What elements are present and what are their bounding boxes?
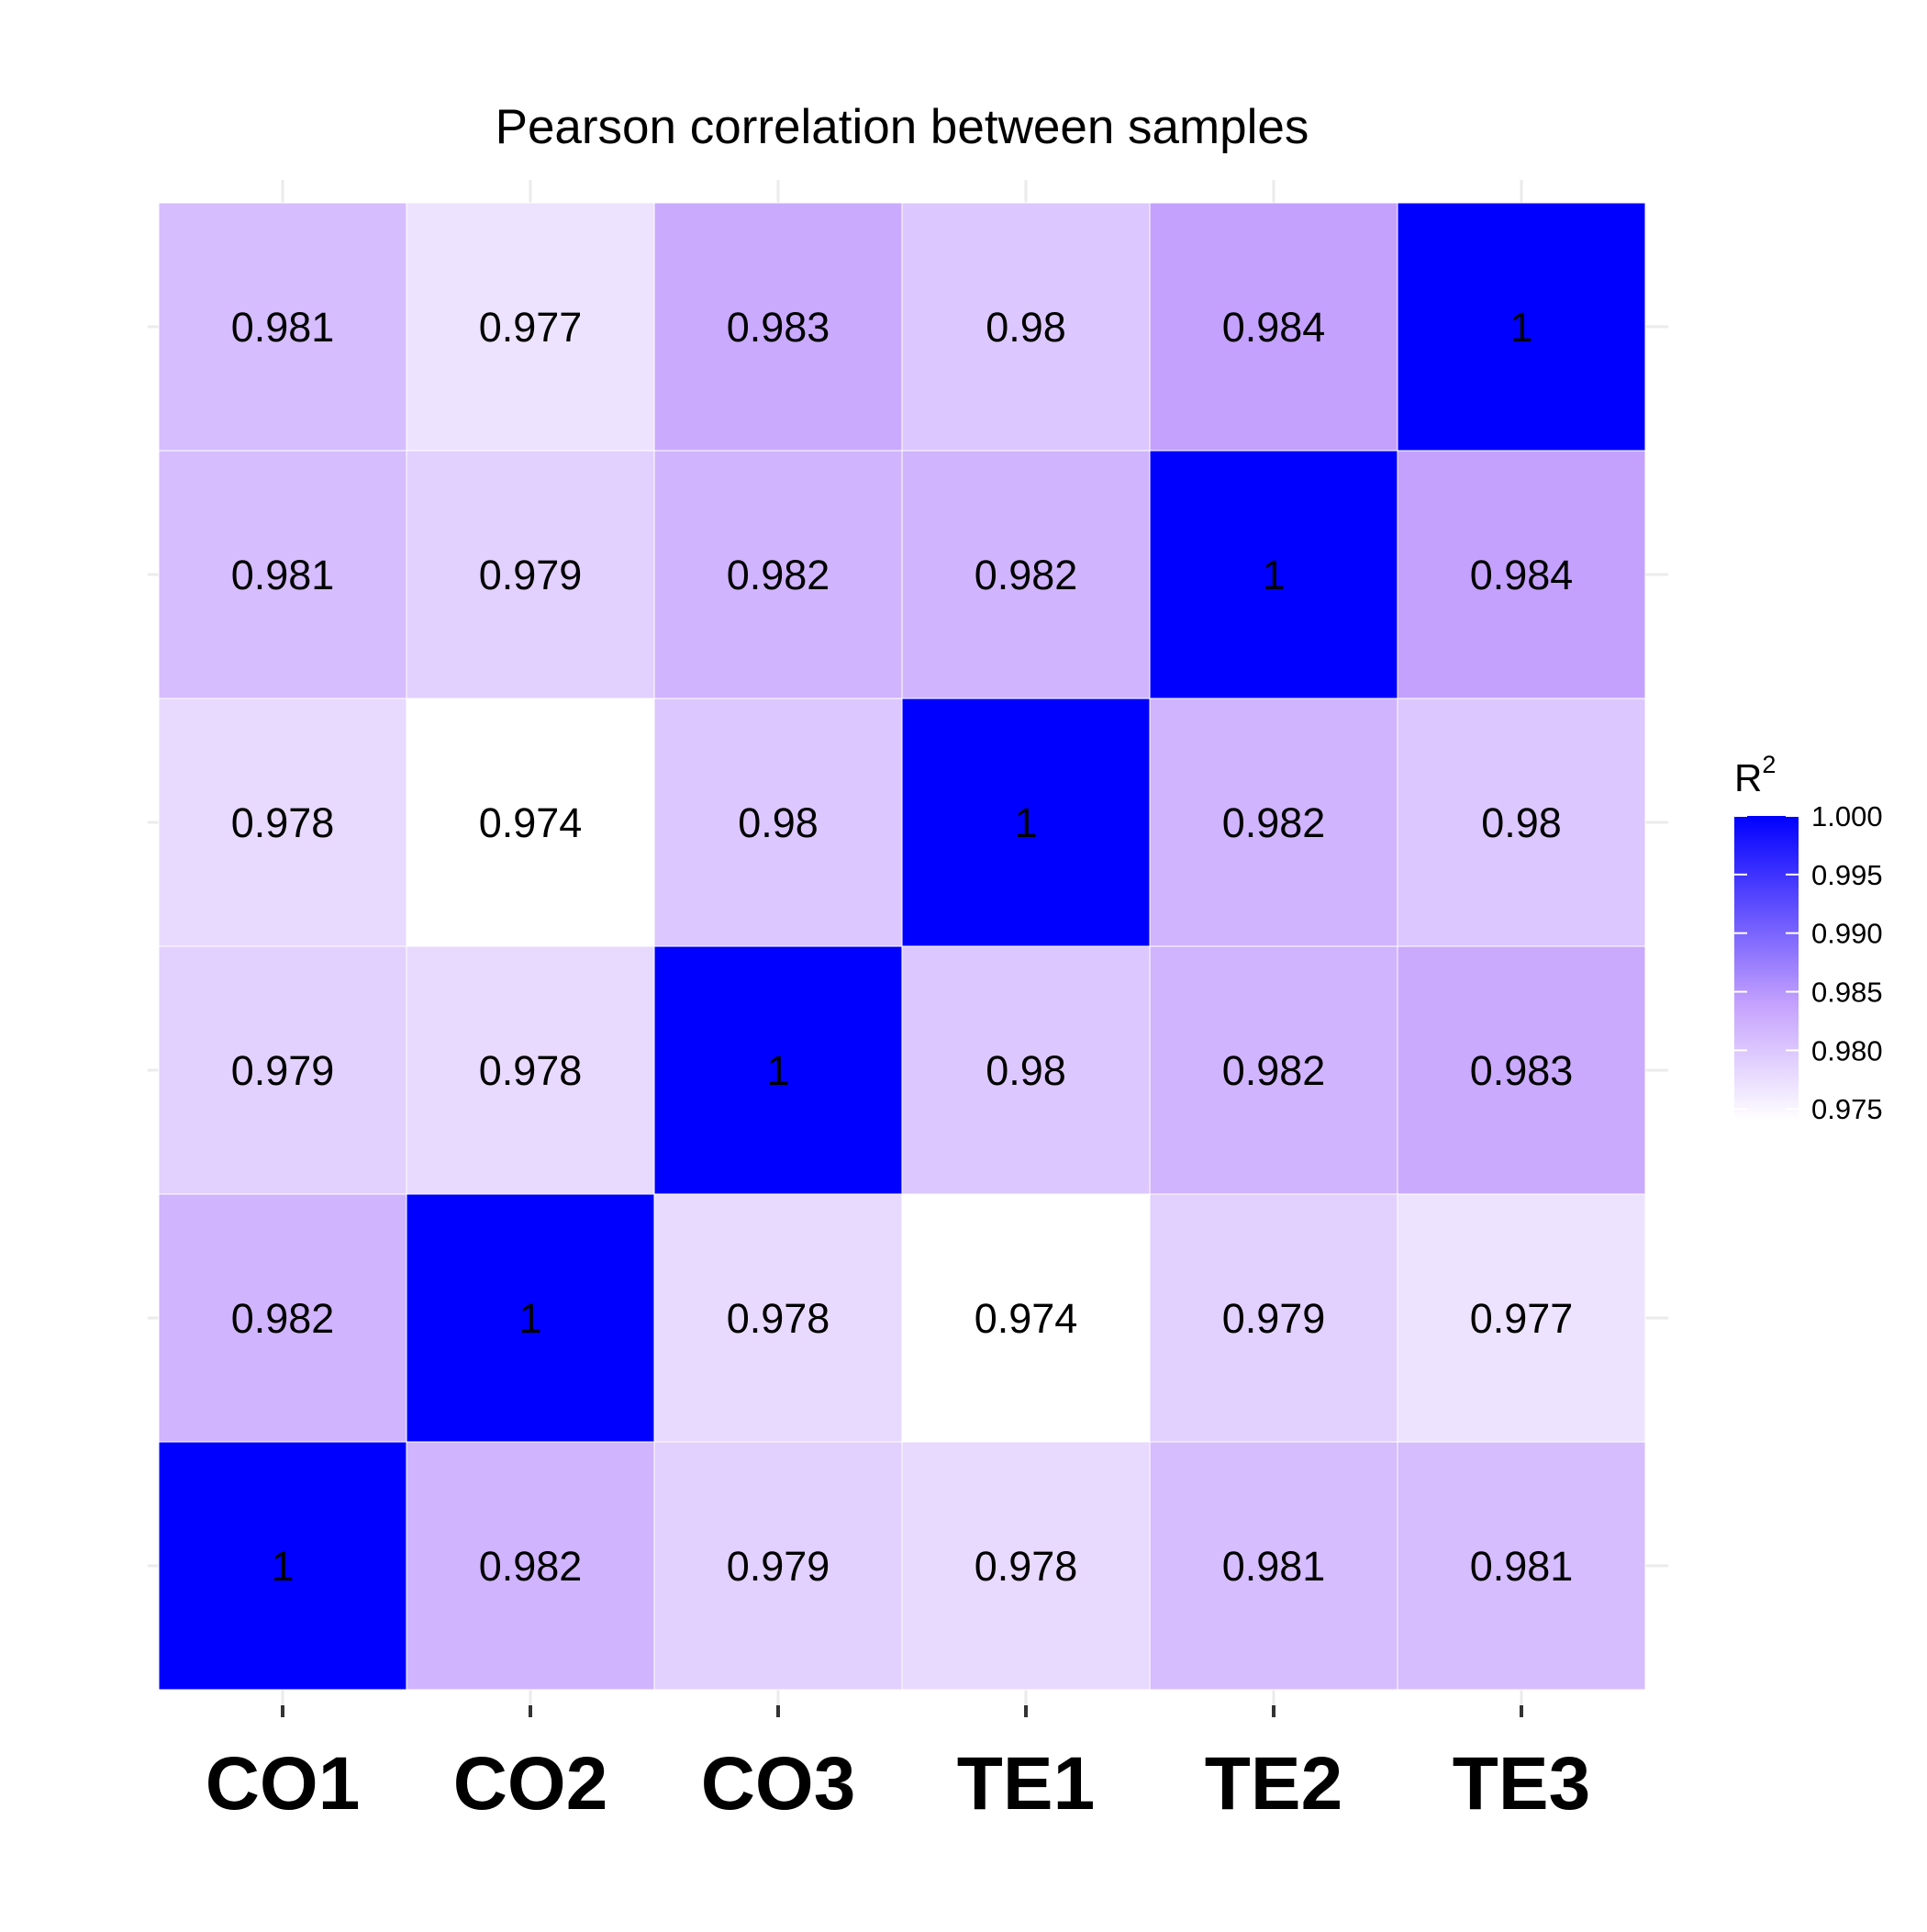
cell-value-label: 0.977 <box>479 304 583 351</box>
legend-title: R2 <box>1734 751 1776 799</box>
cell-value-label: 1 <box>1262 552 1285 598</box>
cell-value-label: 0.979 <box>727 1543 830 1590</box>
heatmap-cell-labels: 0.981 0.977 0.983 0.98 0.984 10.981 0.979 0.982… <box>231 304 1574 1590</box>
cell-value-label: 0.979 <box>479 552 583 598</box>
cell-value-label: 0.98 <box>1481 799 1562 846</box>
cell-value-label: 0.977 <box>1470 1295 1574 1342</box>
legend-color-bar <box>1734 816 1799 1121</box>
heatmap-cell-te1-te1 <box>901 698 1151 947</box>
heatmap-cell-co3-co2 <box>406 945 655 1195</box>
heatmap-cell-te2-co2 <box>406 450 655 699</box>
heatmap-cell-te3-co2 <box>406 202 655 452</box>
heatmap-cell-te2-co3 <box>653 450 903 699</box>
cell-value-label: 0.982 <box>479 1543 583 1590</box>
heatmap-cells <box>158 202 1646 1691</box>
heatmap-cell-te1-te3 <box>1397 698 1646 947</box>
heatmap-cell-co1-co1 <box>158 1441 407 1691</box>
heatmap-cell-te2-co1 <box>158 450 407 699</box>
x-tick-label-co1: CO1 <box>206 1742 361 1826</box>
cell-value-label: 1 <box>1014 799 1037 846</box>
cell-value-label: 0.98 <box>986 304 1066 351</box>
heatmap-cell-te3-te1 <box>901 202 1151 452</box>
legend-title-base: R <box>1734 756 1762 799</box>
x-tick-label-co3: CO3 <box>701 1742 856 1826</box>
heatmap-cell-te2-te1 <box>901 450 1151 699</box>
cell-value-label: 0.98 <box>986 1047 1066 1094</box>
x-tick-label-co2: CO2 <box>453 1742 608 1826</box>
heatmap-cell-te1-co3 <box>653 698 903 947</box>
axis-ticks <box>281 1705 1523 1717</box>
heatmap-cell-co2-co2 <box>406 1193 655 1443</box>
legend-tick-label: 0.975 <box>1811 1093 1883 1125</box>
heatmap-cell-te2-te3 <box>1397 450 1646 699</box>
cell-value-label: 0.982 <box>1222 799 1326 846</box>
cell-value-label: 0.978 <box>231 799 335 846</box>
cell-value-label: 0.983 <box>1470 1047 1574 1094</box>
cell-value-label: 0.978 <box>479 1047 583 1094</box>
heatmap-cell-te3-co1 <box>158 202 407 452</box>
cell-value-label: 0.982 <box>975 552 1078 598</box>
heatmap-cell-te3-co3 <box>653 202 903 452</box>
cell-value-label: 0.983 <box>727 304 830 351</box>
heatmap-cell-te1-co1 <box>158 698 407 947</box>
color-legend: R2 1.000 0.995 0.990 0.985 0.980 0.975 <box>1734 751 1883 1125</box>
legend-tick-label: 0.980 <box>1811 1034 1883 1067</box>
cell-value-label: 0.982 <box>1222 1047 1326 1094</box>
heatmap-cell-te2-te2 <box>1149 450 1398 699</box>
legend-tick-label: 0.995 <box>1811 859 1883 891</box>
heatmap-cell-co1-co3 <box>653 1441 903 1691</box>
x-tick-label-te2: TE2 <box>1205 1742 1342 1826</box>
cell-value-label: 0.982 <box>231 1295 335 1342</box>
heatmap-cell-te3-te3 <box>1397 202 1646 452</box>
heatmap-cell-te1-te2 <box>1149 698 1398 947</box>
cell-value-label: 0.979 <box>231 1047 335 1094</box>
cell-value-label: 0.974 <box>975 1295 1078 1342</box>
legend-title-superscript: 2 <box>1762 751 1776 778</box>
legend-ticks: 1.000 0.995 0.990 0.985 0.980 0.975 <box>1734 800 1883 1125</box>
cell-value-label: 0.981 <box>1470 1543 1574 1590</box>
cell-value-label: 1 <box>766 1047 789 1094</box>
cell-value-label: 1 <box>1509 304 1532 351</box>
cell-value-label: 0.982 <box>727 552 830 598</box>
heatmap-cell-co3-te3 <box>1397 945 1646 1195</box>
heatmap-cell-co1-te2 <box>1149 1441 1398 1691</box>
cell-value-label: 0.981 <box>1222 1543 1326 1590</box>
heatmap-cell-te1-co2 <box>406 698 655 947</box>
cell-value-label: 1 <box>518 1295 541 1342</box>
cell-value-label: 0.981 <box>231 552 335 598</box>
heatmap-cell-co3-te2 <box>1149 945 1398 1195</box>
chart-title: Pearson correlation between samples <box>496 100 1309 154</box>
cell-value-label: 0.984 <box>1222 304 1326 351</box>
legend-tick-label: 0.990 <box>1811 918 1883 950</box>
cell-value-label: 0.98 <box>738 799 819 846</box>
x-axis-labels: CO1 CO2 CO3 TE1 TE2 TE3 <box>206 1742 1591 1826</box>
x-tick-label-te3: TE3 <box>1453 1742 1590 1826</box>
heatmap-cell-co3-co1 <box>158 945 407 1195</box>
cell-value-label: 0.981 <box>231 304 335 351</box>
cell-value-label: 0.978 <box>727 1295 830 1342</box>
cell-value-label: 0.974 <box>479 799 583 846</box>
heatmap-cell-co2-co1 <box>158 1193 407 1443</box>
heatmap-cell-co1-te3 <box>1397 1441 1646 1691</box>
heatmap-cell-co2-co3 <box>653 1193 903 1443</box>
heatmap-cell-co1-co2 <box>406 1441 655 1691</box>
legend-tick-label: 0.985 <box>1811 977 1883 1009</box>
x-tick-label-te1: TE1 <box>957 1742 1095 1826</box>
heatmap-cell-co1-te1 <box>901 1441 1151 1691</box>
legend-tick-label: 1.000 <box>1811 800 1883 832</box>
heatmap-cell-co3-co3 <box>653 945 903 1195</box>
cell-value-label: 1 <box>271 1543 294 1590</box>
cell-value-label: 0.979 <box>1222 1295 1326 1342</box>
cell-value-label: 0.984 <box>1470 552 1574 598</box>
cell-value-label: 0.978 <box>975 1543 1078 1590</box>
heatmap-cell-co3-te1 <box>901 945 1151 1195</box>
